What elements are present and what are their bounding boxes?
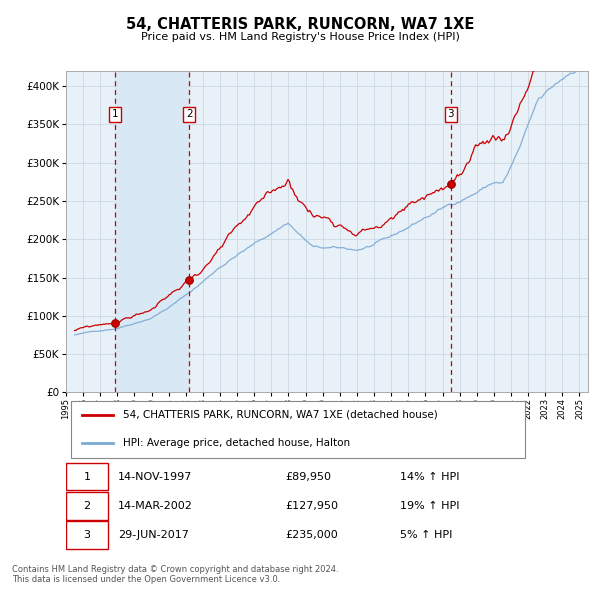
Text: 14-NOV-1997: 14-NOV-1997 (118, 471, 193, 481)
Text: Contains HM Land Registry data © Crown copyright and database right 2024.
This d: Contains HM Land Registry data © Crown c… (12, 565, 338, 584)
Text: £89,950: £89,950 (285, 471, 331, 481)
Text: 54, CHATTERIS PARK, RUNCORN, WA7 1XE: 54, CHATTERIS PARK, RUNCORN, WA7 1XE (126, 17, 474, 31)
Text: 2: 2 (186, 109, 193, 119)
Text: 19% ↑ HPI: 19% ↑ HPI (400, 501, 460, 511)
Text: Price paid vs. HM Land Registry's House Price Index (HPI): Price paid vs. HM Land Registry's House … (140, 32, 460, 42)
Text: 29-JUN-2017: 29-JUN-2017 (118, 530, 189, 540)
Text: 5% ↑ HPI: 5% ↑ HPI (400, 530, 452, 540)
Text: HPI: Average price, detached house, Halton: HPI: Average price, detached house, Halt… (124, 438, 350, 448)
FancyBboxPatch shape (66, 522, 108, 549)
Bar (115, 71, 189, 392)
Text: 3: 3 (83, 530, 91, 540)
Text: 14-MAR-2002: 14-MAR-2002 (118, 501, 193, 511)
Text: 1: 1 (112, 109, 118, 119)
Text: £127,950: £127,950 (285, 501, 338, 511)
FancyBboxPatch shape (71, 401, 526, 458)
FancyBboxPatch shape (66, 463, 108, 490)
Text: 14% ↑ HPI: 14% ↑ HPI (400, 471, 460, 481)
Text: 3: 3 (448, 109, 454, 119)
Text: 2: 2 (83, 501, 91, 511)
Text: 1: 1 (83, 471, 91, 481)
FancyBboxPatch shape (66, 492, 108, 520)
Text: 54, CHATTERIS PARK, RUNCORN, WA7 1XE (detached house): 54, CHATTERIS PARK, RUNCORN, WA7 1XE (de… (124, 410, 438, 420)
Text: £235,000: £235,000 (285, 530, 338, 540)
